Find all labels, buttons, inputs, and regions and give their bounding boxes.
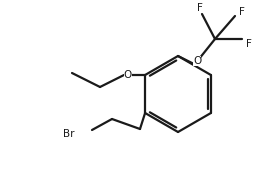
Text: O: O (124, 70, 132, 80)
Text: O: O (193, 56, 201, 66)
Text: F: F (197, 3, 203, 13)
Text: Br: Br (63, 129, 74, 139)
Text: F: F (239, 7, 245, 17)
Text: F: F (246, 39, 252, 49)
